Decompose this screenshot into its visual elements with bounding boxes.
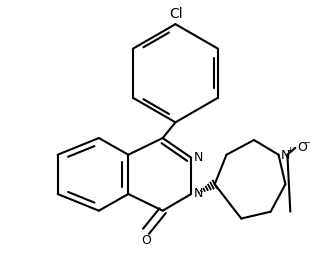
Text: −: − (303, 138, 310, 148)
Text: N: N (194, 151, 203, 164)
Text: Cl: Cl (170, 7, 183, 21)
Text: +: + (286, 146, 293, 155)
Text: N: N (281, 149, 290, 162)
Text: N: N (194, 188, 203, 200)
Text: O: O (141, 234, 151, 247)
Text: O: O (297, 141, 307, 154)
